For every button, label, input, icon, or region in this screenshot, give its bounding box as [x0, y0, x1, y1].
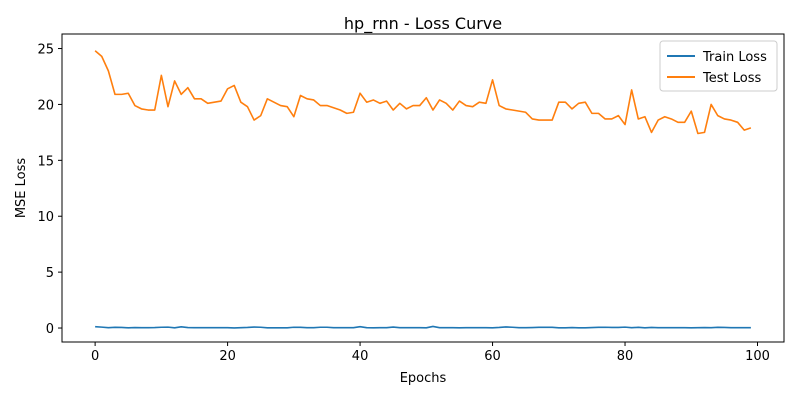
y-tick-label: 25	[37, 43, 54, 58]
series-layer	[94, 50, 752, 329]
chart-title: hp_rnn - Loss Curve	[344, 14, 502, 34]
plot-area-frame	[61, 33, 785, 343]
y-tick-label: 15	[37, 154, 54, 169]
series-line-test-loss	[94, 50, 752, 135]
y-tick-label: 20	[37, 98, 54, 113]
legend-label-test-loss: Test Loss	[702, 71, 761, 86]
legend: Train Loss Test Loss	[659, 40, 778, 92]
x-tick-label: 40	[352, 349, 369, 364]
x-axis-label: Epochs	[400, 371, 447, 386]
x-tick-label: 100	[745, 349, 770, 364]
legend-box	[659, 40, 778, 92]
x-axis-ticks: 0 20 40 60 80 100	[91, 342, 770, 364]
y-axis-label: MSE Loss	[14, 158, 29, 219]
series-line-train-loss	[95, 325, 751, 329]
x-tick-label: 0	[91, 349, 99, 364]
y-tick-label: 5	[46, 266, 54, 281]
x-tick-label: 80	[617, 349, 634, 364]
x-tick-label: 60	[484, 349, 501, 364]
y-tick-label: 0	[46, 322, 54, 337]
x-tick-label: 20	[219, 349, 236, 364]
y-axis-ticks: 0 5 10 15 20 25	[37, 43, 62, 337]
legend-label-train-loss: Train Loss	[702, 50, 767, 65]
y-tick-label: 10	[37, 210, 54, 225]
